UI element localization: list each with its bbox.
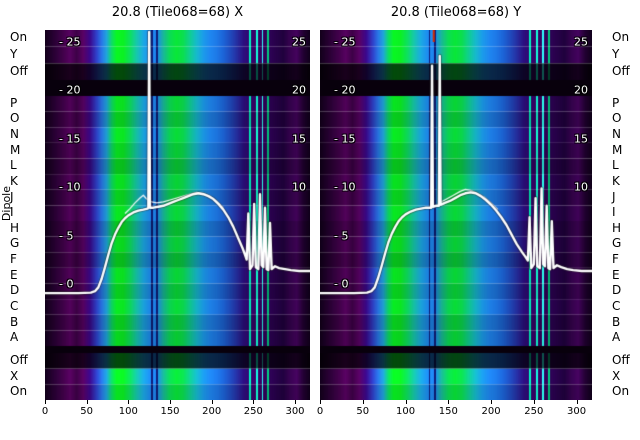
x-tick-mark	[45, 400, 46, 404]
dipole-row-label-left: B	[10, 314, 19, 329]
dipole-row-label-right: K	[612, 173, 620, 188]
dipole-row-label-right: F	[612, 252, 619, 267]
y-tick-label-right: 15	[292, 132, 306, 146]
x-tick-mark	[320, 400, 321, 404]
dipole-row-label-left: F	[10, 252, 17, 267]
y-tick-label-right: 20	[574, 83, 588, 97]
x-tick-label: 100	[118, 406, 138, 417]
dipole-row-label-left: A	[10, 330, 19, 345]
dipole-row-label-left: G	[10, 236, 20, 251]
dipole-row-label-left: J	[10, 189, 14, 204]
x-tick-mark	[448, 400, 450, 404]
dipole-row-label-left: On	[10, 30, 28, 45]
x-tick-mark	[295, 400, 296, 404]
x-tick-label: 250	[524, 406, 544, 417]
x-tick-label: 150	[438, 406, 458, 417]
dipole-row-label-right: X	[612, 368, 621, 383]
dipole-row-label-left: D	[10, 283, 20, 298]
dipole-row-label-left: N	[10, 127, 19, 142]
x-tick-label: 100	[395, 406, 416, 417]
panel-title-x: 20.8 (Tile068=68) X	[111, 5, 244, 20]
heatmap-canvas-x	[45, 30, 310, 400]
panel-title-y: 20.8 (Tile068=68) Y	[390, 5, 522, 20]
dipole-row-label-left: X	[10, 368, 19, 383]
x-tick-label: 250	[243, 406, 263, 417]
y-tick-label-right: 25	[574, 35, 588, 49]
dipole-row-label-right: L	[612, 158, 619, 173]
dipole-row-label-left: M	[10, 142, 21, 157]
x-tick-mark	[491, 400, 493, 404]
y-tick-label: - 10	[59, 180, 81, 194]
dipole-row-label-right: On	[612, 384, 630, 399]
dipole-row-label-left: E	[10, 267, 18, 282]
x-tick-label: 200	[202, 406, 222, 417]
dipole-row-label-right: G	[612, 236, 622, 251]
dipole-row-label-left: Y	[10, 47, 18, 61]
x-tick-mark	[253, 400, 255, 404]
y-tick-label: - 20	[59, 83, 81, 97]
y-tick-label: - 20	[334, 83, 356, 97]
dipole-row-label-right: H	[612, 220, 622, 235]
dipole-row-label-left: O	[10, 111, 20, 126]
y-tick-label: - 0	[334, 277, 349, 291]
dipole-row-label-right: M	[612, 142, 623, 157]
x-tick-mark	[211, 400, 213, 404]
dipole-row-label-right: Y	[612, 47, 620, 61]
x-tick-mark	[576, 400, 578, 404]
y-tick-label: - 5	[334, 229, 349, 243]
x-tick-label: 50	[80, 406, 94, 417]
dipole-row-label-left: Off	[10, 63, 28, 78]
y-tick-label-right: 10	[292, 180, 306, 194]
x-tick-label: 150	[160, 406, 180, 417]
dipole-row-label-left: On	[10, 384, 28, 399]
dipole-row-label-left: I	[10, 205, 14, 220]
y-tick-label-right: 10	[574, 180, 588, 194]
x-tick-label: 300	[285, 406, 305, 417]
x-tick-label: 50	[356, 406, 370, 417]
x-tick-mark	[170, 400, 171, 404]
dipole-row-label-right: C	[612, 298, 621, 313]
dipole-row-label-right: O	[612, 111, 622, 126]
x-tick-label: 0	[316, 406, 324, 417]
heatmap-canvas-y	[320, 30, 592, 400]
y-tick-label: - 10	[334, 180, 356, 194]
dipole-row-label-right: E	[612, 267, 620, 282]
dipole-row-label-right: On	[612, 30, 630, 45]
y-tick-label: - 25	[334, 35, 356, 49]
dipole-row-label-left: P	[10, 95, 18, 110]
y-tick-label-right: 25	[292, 35, 306, 49]
x-tick-label: 300	[567, 406, 587, 417]
dipole-row-label-right: B	[612, 314, 621, 329]
y-tick-label: - 0	[59, 277, 74, 291]
x-tick-label: 200	[481, 406, 501, 417]
dipole-row-label-right: D	[612, 283, 622, 298]
dipole-row-label-left: H	[10, 220, 20, 235]
dipole-row-label-right: I	[612, 205, 616, 220]
y-tick-label: - 15	[334, 132, 356, 146]
x-tick-label: 0	[41, 406, 49, 417]
dipole-row-label-right: P	[612, 95, 620, 110]
dipole-row-label-right: N	[612, 127, 621, 142]
y-tick-label-right: 15	[574, 132, 588, 146]
dipole-row-label-right: Off	[612, 352, 630, 367]
dipole-row-label-left: L	[10, 158, 17, 173]
y-tick-label-right: 20	[292, 83, 306, 97]
x-tick-mark	[86, 400, 88, 404]
dipole-row-label-right: A	[612, 330, 621, 345]
y-tick-label: - 15	[59, 132, 81, 146]
dipole-row-label-right: Off	[612, 63, 630, 78]
y-tick-label: - 5	[59, 229, 74, 243]
dipole-row-label-left: Off	[10, 352, 28, 367]
dipole-row-label-right: J	[612, 189, 616, 204]
x-tick-mark	[405, 400, 407, 404]
y-tick-label: - 25	[59, 35, 81, 49]
x-tick-mark	[533, 400, 535, 404]
x-tick-mark	[362, 400, 364, 404]
x-tick-mark	[128, 400, 130, 404]
dipole-row-label-left: K	[10, 173, 18, 188]
dipole-row-label-left: C	[10, 298, 19, 313]
